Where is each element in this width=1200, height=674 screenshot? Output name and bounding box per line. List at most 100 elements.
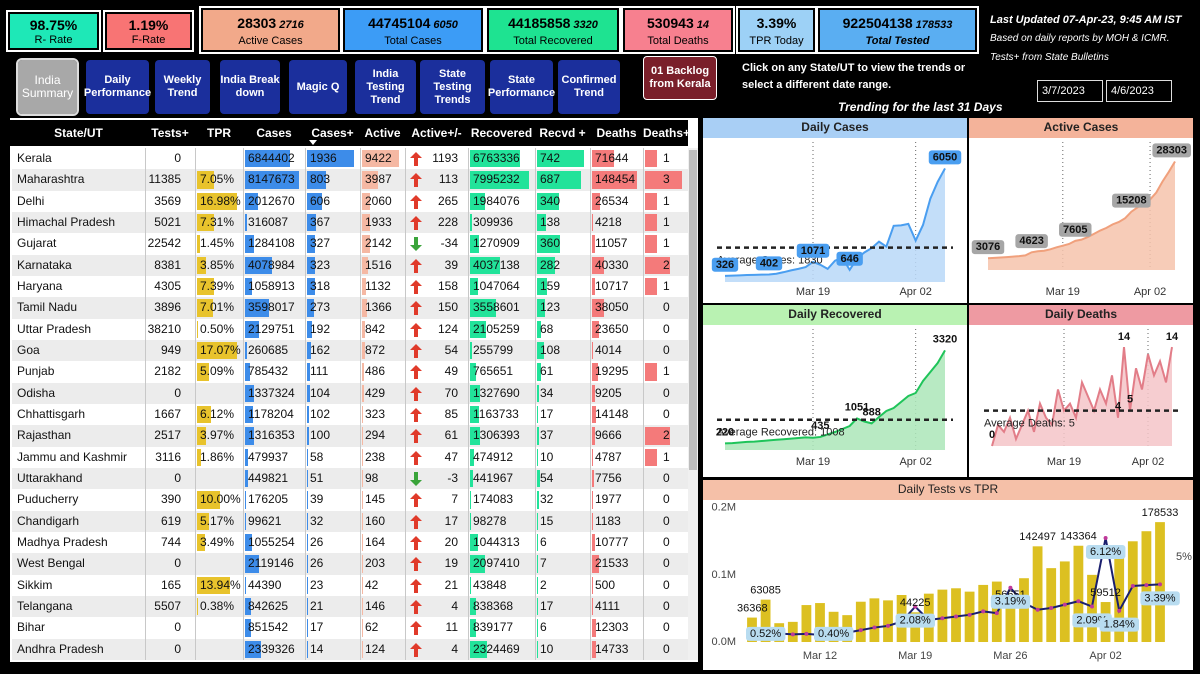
table-cell: 38050 [595,300,629,315]
data-bar [245,384,254,402]
table-cell: 7.31% [200,215,235,229]
table-cell: 4218 [595,215,622,229]
table-row[interactable] [12,382,688,404]
nav-button[interactable]: Weekly Trend [155,60,210,114]
column-header[interactable]: Deaths+ [643,126,691,140]
table-row[interactable] [12,596,688,618]
table-cell: Karnataka [17,257,72,272]
column-header[interactable]: Recvd + [539,126,586,140]
data-bar [470,640,488,658]
table-cell: 68 [540,321,554,336]
data-bar [362,192,371,210]
table-row[interactable] [12,318,688,340]
table-row[interactable] [12,425,688,447]
arrow-shape [410,450,422,465]
trend-arrow [410,237,422,252]
nav-button[interactable]: India Summary [16,58,79,116]
column-header[interactable]: TPR [207,126,231,140]
table-cell: 11057 [595,236,628,251]
arrow-shape [410,237,422,252]
table-cell: 26 [310,556,324,571]
table-cell: 228 [437,215,458,229]
table-cell: 102 [310,407,331,421]
backlog-button[interactable]: 01 Backlog from Kerala [643,56,717,100]
kpi-card: 98.75% R- Rate [6,10,101,52]
column-header[interactable]: Cases [256,126,292,140]
kpi-value-row: 530943 14 [625,15,731,31]
column-header[interactable]: Cases+ [311,126,354,140]
column-header[interactable]: Active+/- [411,126,462,140]
arrow-shape [410,365,422,380]
table-cell: 17 [540,599,554,613]
data-bar [537,512,538,530]
table-row[interactable] [12,212,688,234]
table-cell: Bihar [17,620,46,635]
kpi-delta: 6050 [433,19,458,31]
nav-button[interactable]: Magic Q [289,60,347,114]
table-cell: Puducherry [17,492,79,507]
table-row[interactable] [12,297,688,319]
table-row[interactable] [12,254,688,276]
column-divider [405,148,406,660]
table-row[interactable] [12,446,688,468]
data-bar [245,342,247,360]
data-bar [470,171,529,189]
table-row[interactable] [12,233,688,255]
data-bar [362,278,367,296]
data-bar [197,278,215,296]
data-bar [197,192,237,210]
table-row[interactable] [12,361,688,383]
table-cell: 37 [540,428,554,443]
table-cell: 441967 [473,471,514,485]
data-bar [592,342,594,360]
table-row[interactable] [12,468,688,490]
table-row[interactable] [12,404,688,426]
data-bar [362,342,366,360]
table-row[interactable] [12,190,688,212]
table-cell: 2142 [365,236,392,251]
data-bar [307,555,308,573]
table-row[interactable] [12,510,688,532]
column-header[interactable]: State/UT [54,126,103,140]
data-bar [592,470,595,488]
date-input[interactable]: 4/6/2023 [1106,80,1172,102]
table-cell: 803 [310,172,331,187]
scrollbar-thumb[interactable] [689,150,697,470]
nav-button[interactable]: Confirmed Trend [558,60,620,114]
data-bar [197,171,214,189]
data-bar [197,491,221,509]
table-cell: 1306393 [473,428,520,443]
table-cell: 282 [540,257,561,272]
table-cell: 1047064 [473,279,520,293]
table-cell: 4 [451,641,458,656]
table-cell: 1 [663,215,670,229]
table-cell: 323 [365,407,386,421]
nav-button[interactable]: State Performance [488,60,555,114]
nav-button[interactable]: State Testing Trends [420,60,485,114]
table-row[interactable] [12,617,688,639]
kpi-value: 3.39% [756,15,797,31]
column-header[interactable]: Tests+ [151,126,189,140]
table-row[interactable] [12,574,688,596]
table-row[interactable] [12,276,688,298]
table-row[interactable] [12,553,688,575]
nav-button[interactable]: India Break down [220,60,280,114]
nav-button[interactable]: Daily Performance [84,60,151,114]
table-cell: 54 [444,343,458,357]
table-row[interactable] [12,638,688,660]
table-cell: 6844402 [248,151,295,165]
table-row[interactable] [12,489,688,511]
table-row[interactable] [12,340,688,362]
nav-button[interactable]: India Testing Trend [355,60,416,114]
table-cell: 98 [365,471,379,485]
column-header[interactable]: Active [364,126,401,140]
data-bar [245,470,248,488]
column-header[interactable]: Recovered [470,126,533,140]
table-cell: 5.17% [200,513,235,528]
data-bar [307,448,309,466]
column-header[interactable]: Deaths [596,126,637,140]
data-bar [307,299,314,317]
table-row[interactable] [12,532,688,554]
date-input[interactable]: 3/7/2023 [1037,80,1103,102]
data-bar [307,384,310,402]
